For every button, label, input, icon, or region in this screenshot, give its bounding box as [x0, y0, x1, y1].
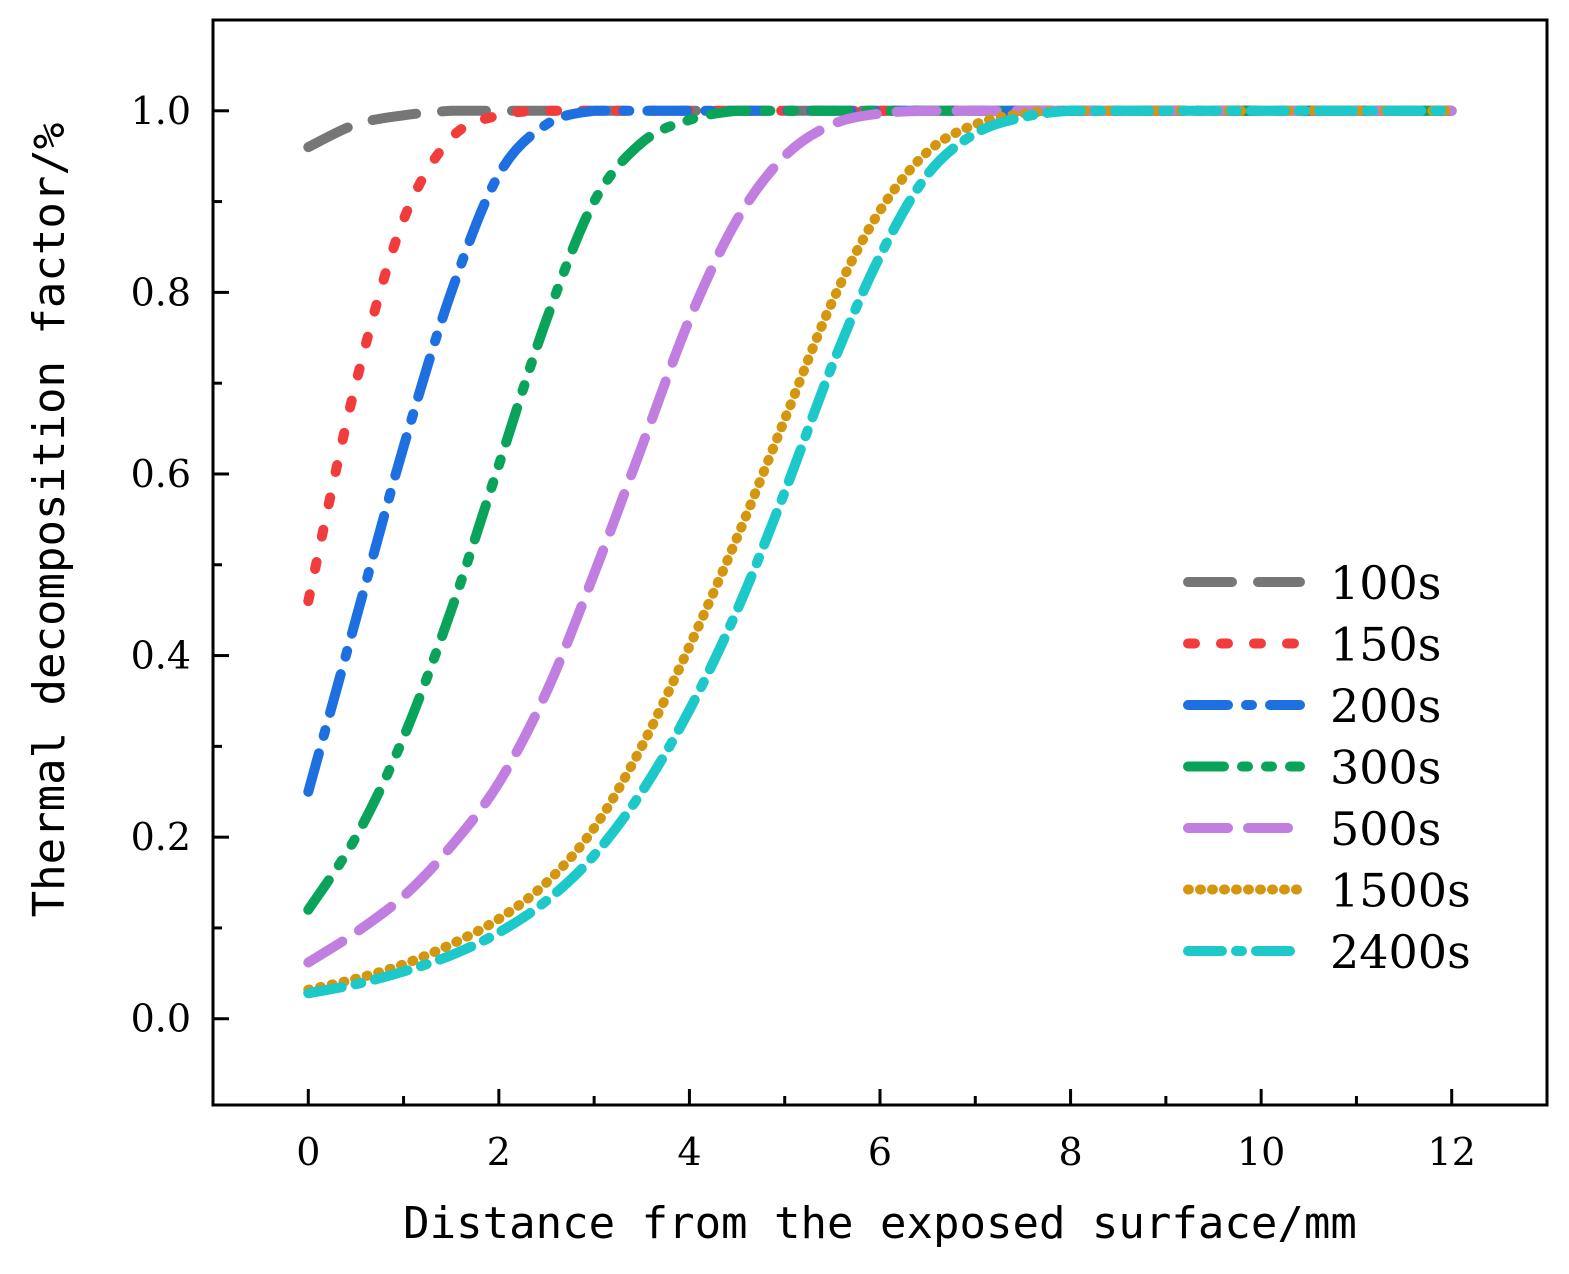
series-line-500s: [303, 105, 1457, 968]
legend-label-1500s: 1500s: [1330, 864, 1471, 918]
x-tick-label: 4: [677, 1130, 701, 1174]
x-tick-label: 2: [487, 1130, 511, 1174]
y-tick-label: 1.0: [131, 89, 191, 133]
legend-label-150s: 150s: [1330, 618, 1441, 672]
legend: 100s 150s 200s 300s 500s 1500s 2400s: [1183, 556, 1471, 979]
y-tick-label: 0.0: [131, 997, 191, 1041]
legend-label-500s: 500s: [1330, 802, 1441, 856]
legend-label-2400s: 2400s: [1330, 925, 1471, 979]
y-tick-label: 0.2: [131, 815, 191, 859]
x-tick-label: 10: [1237, 1130, 1285, 1174]
x-axis-title: Distance from the exposed surface/mm: [403, 1198, 1357, 1249]
series-line-1500s: [303, 105, 1457, 995]
series-line-2400s: [303, 105, 1457, 999]
series-layer: [303, 105, 1457, 999]
legend-label-200s: 200s: [1330, 679, 1441, 733]
y-tick-label: 0.4: [131, 634, 191, 678]
series-line-300s: [303, 105, 1457, 915]
legend-label-100s: 100s: [1330, 556, 1441, 610]
x-tick-label: 6: [868, 1130, 892, 1174]
y-axis-title: Thermal decomposition factor/%: [24, 123, 75, 918]
x-tick-label: 8: [1058, 1130, 1082, 1174]
x-tick-label: 0: [296, 1130, 320, 1174]
axis-ticks: 0 2 4 6 8 10 12 0.0 0.2 0.4 0.6 0.8 1.0: [131, 89, 1476, 1174]
legend-label-300s: 300s: [1330, 741, 1441, 795]
y-tick-label: 0.8: [131, 270, 191, 314]
x-tick-label: 12: [1428, 1130, 1476, 1174]
y-tick-label: 0.6: [131, 452, 191, 496]
